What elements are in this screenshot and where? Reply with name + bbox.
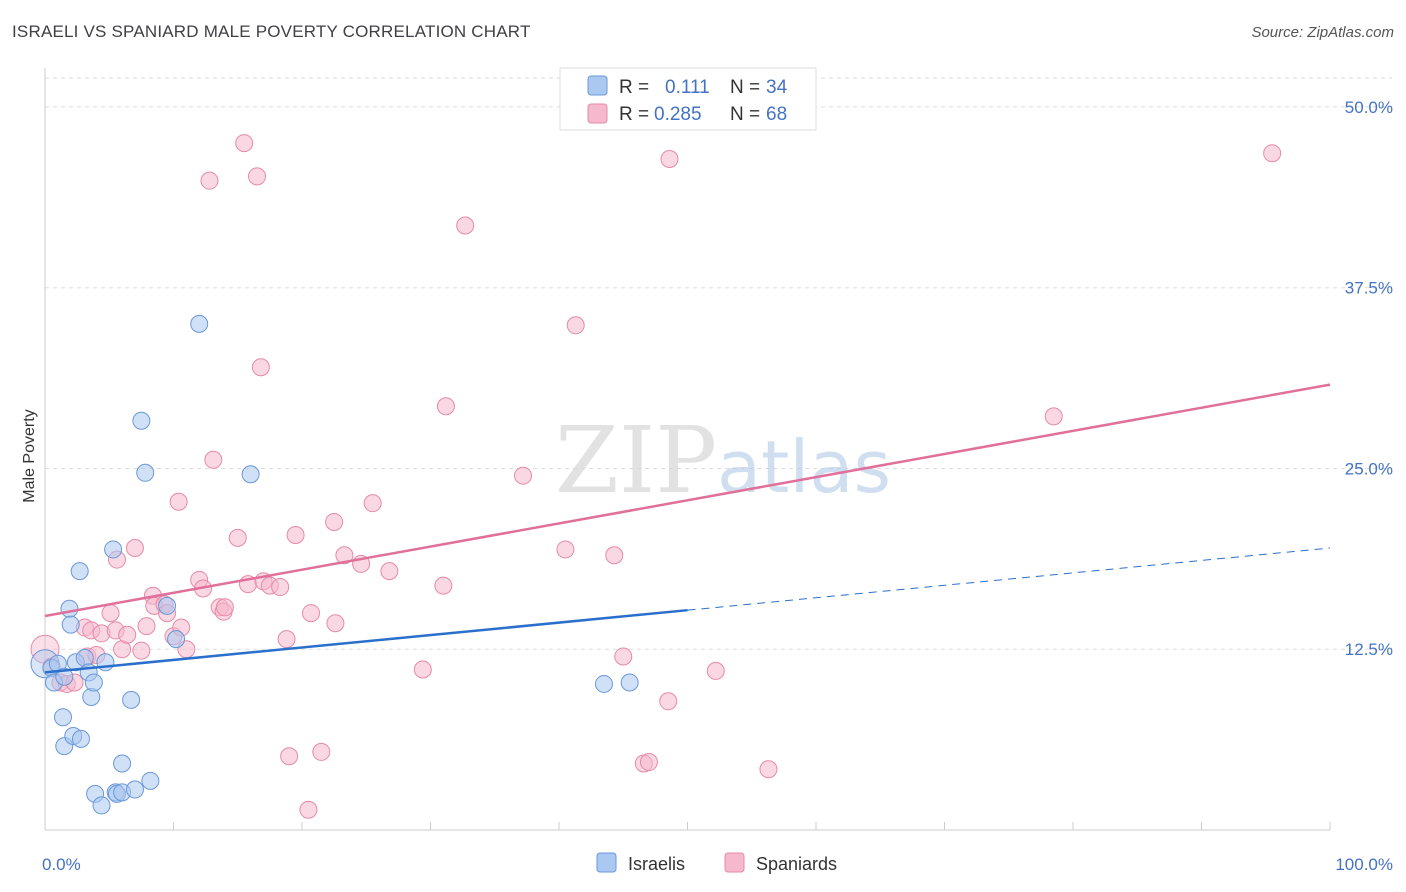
spaniards-point bbox=[706, 661, 725, 680]
spaniards-point bbox=[204, 450, 223, 469]
spaniards-point bbox=[1044, 407, 1063, 426]
israelis-point bbox=[125, 780, 144, 799]
spaniards-point bbox=[251, 358, 270, 377]
spaniards-point bbox=[639, 753, 658, 772]
spaniards-point bbox=[248, 167, 267, 186]
israelis-point bbox=[70, 562, 89, 581]
spaniards-point bbox=[1263, 144, 1282, 163]
israelis-point bbox=[122, 690, 141, 709]
israelis-point bbox=[53, 708, 72, 727]
spaniards-point bbox=[299, 800, 318, 819]
watermark: ZIP atlas bbox=[555, 407, 891, 514]
israelis-point bbox=[136, 463, 155, 482]
y-tick-label: 37.5% bbox=[1345, 279, 1393, 298]
bottom-legend-swatch-israelis bbox=[596, 852, 617, 873]
legend-r-label-spaniards: R = bbox=[619, 104, 649, 125]
israelis-trend-line bbox=[44, 608, 688, 674]
israelis-point bbox=[620, 673, 639, 692]
legend-n-value-israelis: 34 bbox=[766, 77, 788, 98]
israelis-point bbox=[84, 673, 103, 692]
israelis-point bbox=[132, 411, 151, 430]
watermark-atlas: atlas bbox=[717, 425, 891, 509]
legend-r-value-spaniards: 0.285 bbox=[654, 104, 702, 125]
spaniards-point bbox=[277, 630, 296, 649]
chart-title: ISRAELI VS SPANIARD MALE POVERTY CORRELA… bbox=[12, 22, 531, 41]
trend-lines bbox=[44, 383, 1331, 674]
y-tick-label: 50.0% bbox=[1345, 98, 1393, 117]
legend-n-label-spaniards: N = bbox=[730, 104, 760, 125]
spaniards-point bbox=[514, 466, 533, 485]
spaniards-point bbox=[380, 562, 399, 581]
israelis-point bbox=[113, 754, 132, 773]
israelis-trend-extension bbox=[687, 547, 1331, 611]
israelis-point bbox=[241, 465, 260, 484]
spaniards-point bbox=[280, 747, 299, 766]
spaniards-point bbox=[436, 397, 455, 416]
israelis-point bbox=[190, 314, 209, 333]
spaniards-point bbox=[286, 525, 305, 544]
spaniards-point bbox=[228, 528, 247, 547]
legend-swatch-israelis bbox=[587, 75, 608, 96]
spaniards-point bbox=[413, 660, 432, 679]
spaniards-point bbox=[614, 647, 633, 666]
legend-n-value-spaniards: 68 bbox=[766, 104, 787, 125]
spaniards-point bbox=[566, 316, 585, 335]
y-axis-label: Male Poverty bbox=[21, 409, 38, 502]
spaniards-trend-line bbox=[44, 383, 1331, 618]
x-tick-label: 100.0% bbox=[1335, 855, 1393, 874]
gridlines bbox=[45, 77, 1392, 650]
israelis-point bbox=[61, 615, 80, 634]
israelis-point bbox=[594, 674, 613, 693]
israelis-point bbox=[71, 729, 90, 748]
bottom-legend-israelis: Israelis bbox=[628, 854, 685, 874]
spaniards-point bbox=[101, 604, 120, 623]
spaniards-point bbox=[759, 760, 778, 779]
spaniards-point bbox=[456, 216, 475, 235]
spaniards-point bbox=[169, 492, 188, 511]
legend-r-label-israelis: R = bbox=[619, 77, 649, 98]
israelis-point bbox=[158, 596, 177, 615]
y-tick-label: 12.5% bbox=[1345, 640, 1393, 659]
israelis-point bbox=[55, 667, 74, 686]
israelis-point bbox=[104, 540, 123, 559]
spaniards-point bbox=[325, 512, 344, 531]
spaniards-point bbox=[137, 617, 156, 636]
spaniards-point bbox=[118, 625, 137, 644]
source-label: Source: ZipAtlas.com bbox=[1251, 24, 1394, 41]
spaniards-point bbox=[235, 134, 254, 153]
spaniards-point bbox=[326, 614, 345, 633]
y-tick-label: 25.0% bbox=[1345, 459, 1393, 478]
spaniards-point bbox=[312, 742, 331, 761]
spaniards-point bbox=[301, 604, 320, 623]
spaniards-point bbox=[125, 539, 144, 557]
spaniards-point bbox=[215, 598, 234, 617]
bottom-legend-spaniards: Spaniards bbox=[756, 854, 837, 874]
series-legend: Israelis Spaniards bbox=[596, 852, 837, 874]
x-tick-label: 0.0% bbox=[42, 855, 81, 874]
spaniards-point bbox=[659, 692, 678, 711]
tick-labels: 12.5% 25.0% 37.5% 50.0% 0.0% 100.0% bbox=[42, 98, 1393, 874]
israelis-point bbox=[92, 796, 111, 815]
legend-swatch-spaniards bbox=[587, 103, 608, 124]
stats-legend: R = 0.111 N = 34 R = 0.285 N = 68 bbox=[559, 67, 817, 131]
spaniards-point bbox=[132, 641, 151, 660]
legend-r-value-israelis: 0.111 bbox=[665, 77, 710, 98]
bottom-legend-swatch-spaniards bbox=[724, 852, 745, 873]
legend-n-label-israelis: N = bbox=[730, 77, 760, 98]
axes bbox=[44, 68, 1331, 831]
israelis-point bbox=[141, 771, 160, 790]
spaniards-point bbox=[271, 578, 290, 597]
spaniards-point bbox=[363, 494, 382, 513]
israelis-point bbox=[60, 599, 79, 618]
spaniards-point bbox=[200, 171, 219, 190]
spaniards-point bbox=[434, 576, 453, 595]
spaniards-point bbox=[660, 149, 679, 168]
israelis-point bbox=[167, 630, 186, 649]
watermark-zip: ZIP bbox=[555, 407, 717, 514]
spaniards-point bbox=[556, 540, 575, 559]
spaniards-point bbox=[335, 546, 354, 565]
spaniards-point bbox=[605, 546, 624, 565]
